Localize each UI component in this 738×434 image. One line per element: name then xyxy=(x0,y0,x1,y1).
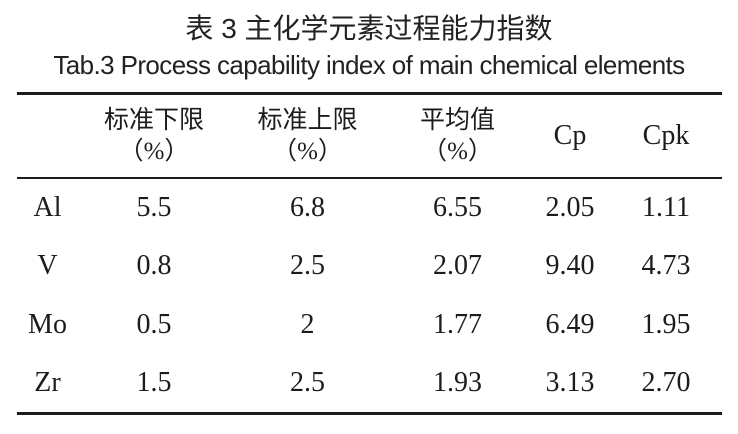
cell-element: Al xyxy=(33,191,62,223)
cell-cp: 3.13 xyxy=(545,367,595,399)
cell-mean: 2.07 xyxy=(433,250,482,281)
table-caption-zh: 表 3 主化学元素过程能力指数 xyxy=(185,13,553,44)
cell-cpk: 2.70 xyxy=(641,367,691,399)
table-row-zr: Zr 1.5 2.5 1.93 3.13 2.70 xyxy=(17,355,722,414)
table-caption-en: Tab.3 Process capability index of main c… xyxy=(53,50,685,80)
column-header-lower-limit: 标准下限 （%） xyxy=(78,94,230,178)
cell-upper-limit: 2 xyxy=(300,309,315,340)
cell-element: V xyxy=(37,250,58,281)
cell-mean: 1.93 xyxy=(433,367,482,399)
cell-upper-limit: 6.8 xyxy=(290,191,325,223)
column-header-element xyxy=(17,94,78,178)
cell-upper-limit: 2.5 xyxy=(290,250,325,281)
cell-cp: 6.49 xyxy=(545,309,595,340)
column-header-cp: Cp xyxy=(553,119,587,151)
cell-element: Mo xyxy=(28,309,67,340)
header-label: 标准上限 xyxy=(257,106,358,134)
header-unit: （%） xyxy=(118,137,190,165)
table-row-al: Al 5.5 6.8 6.55 2.05 1.11 xyxy=(17,178,722,237)
header-row: 标准下限 （%） 标准上限 （%） 平均值 （%） Cp Cpk xyxy=(17,94,722,178)
column-header-upper-limit: 标准上限 （%） xyxy=(230,94,385,178)
column-header-mean: 平均值 （%） xyxy=(385,94,530,178)
table-row-v: V 0.8 2.5 2.07 9.40 4.73 xyxy=(17,237,722,296)
header-unit: （%） xyxy=(272,137,343,165)
cell-lower-limit: 1.5 xyxy=(136,367,172,399)
cell-upper-limit: 2.5 xyxy=(290,367,325,399)
cell-cp: 2.05 xyxy=(545,191,595,223)
table-row-mo: Mo 0.5 2 1.77 6.49 1.95 xyxy=(17,296,722,355)
cell-lower-limit: 0.5 xyxy=(136,309,172,340)
process-capability-table: 标准下限 （%） 标准上限 （%） 平均值 （%） Cp Cpk Al 5.5 … xyxy=(17,92,722,415)
cell-element: Zr xyxy=(34,367,61,399)
cell-cpk: 1.11 xyxy=(642,191,690,223)
cell-mean: 6.55 xyxy=(433,191,482,223)
cell-cp: 9.40 xyxy=(545,250,595,281)
header-label: 平均值 xyxy=(419,106,495,134)
header-label: 标准下限 xyxy=(103,106,204,134)
header-unit: （%） xyxy=(422,137,493,165)
cell-mean: 1.77 xyxy=(433,309,482,340)
cell-cpk: 4.73 xyxy=(641,250,691,281)
cell-cpk: 1.95 xyxy=(641,309,691,340)
column-header-cpk: Cpk xyxy=(642,119,690,151)
cell-lower-limit: 5.5 xyxy=(136,191,172,223)
cell-lower-limit: 0.8 xyxy=(136,250,172,281)
